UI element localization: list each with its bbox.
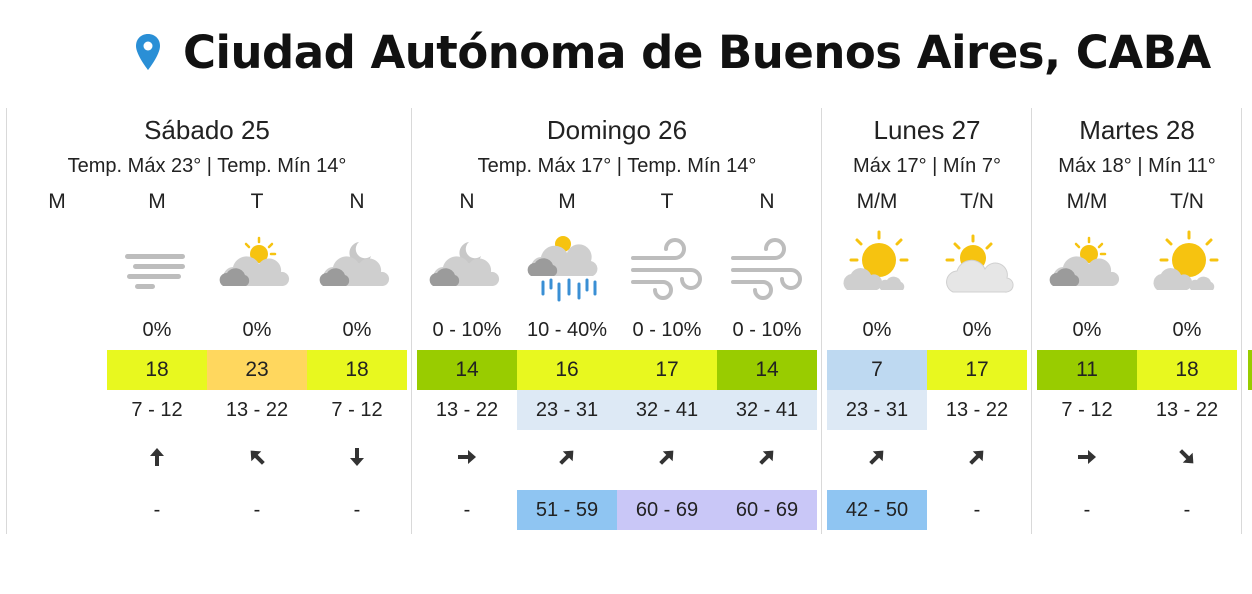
feels-like-temp: 16 (517, 350, 617, 390)
period-label: N (459, 190, 475, 213)
wind-gust: - (1183, 499, 1191, 521)
column-divider (1031, 108, 1032, 534)
east-arrow-icon (1037, 442, 1137, 472)
northeast-arrow-icon (717, 442, 817, 472)
precipitation-probability: 0% (862, 319, 892, 341)
wind-speed: 13 - 22 (225, 399, 289, 421)
period-label: M (558, 190, 576, 213)
period-label: N (759, 190, 775, 213)
wind-icon (717, 224, 817, 312)
map-pin-icon (136, 34, 160, 70)
column-divider (411, 108, 412, 534)
wind-gust: - (1083, 499, 1091, 521)
day-name: Domingo 26 (546, 115, 688, 145)
partly-cloudy-day-icon (207, 224, 307, 312)
wind-speed: 23 - 31 (827, 390, 927, 430)
wind-speed: 13 - 22 (945, 399, 1009, 421)
precipitation-probability: 0% (1172, 319, 1202, 341)
precipitation-probability: 0% (342, 319, 372, 341)
period-label: M/M (1066, 190, 1108, 213)
feels-like-temp: 11 (1037, 350, 1137, 390)
southeast-arrow-icon (1137, 442, 1237, 472)
northwest-arrow-icon (207, 442, 307, 472)
day-name: Lunes 27 (873, 115, 981, 145)
northeast-arrow-icon (927, 442, 1027, 472)
wind-speed: 32 - 41 (617, 390, 717, 430)
precipitation-probability: 0 - 10% (632, 319, 702, 341)
fog-icon (107, 224, 207, 312)
wind-speed: 7 - 12 (331, 399, 383, 421)
precipitation-probability: 10 - 40% (526, 319, 608, 341)
wind-gust: - (253, 499, 261, 521)
feels-like-temp: 17 (927, 350, 1027, 390)
rain-icon (517, 224, 617, 312)
column-divider (821, 108, 822, 534)
wind-gust: 51 - 59 (517, 490, 617, 530)
north-arrow-icon (107, 442, 207, 472)
wind-speed: 7 - 12 (1061, 399, 1113, 421)
wind-gust: - (463, 499, 471, 521)
south-arrow-icon (307, 442, 407, 472)
period-label: M/M (856, 190, 898, 213)
wind-gust: - (973, 499, 981, 521)
feels-like-temp: 18 (107, 350, 207, 390)
cloud-sun-icon (927, 224, 1027, 312)
location-header: Ciudad Autónoma de Buenos Aires, CABA (135, 18, 1211, 86)
partly-cloudy-night-icon (417, 224, 517, 312)
period-label: T (250, 190, 264, 213)
feels-like-temp: 18 (1137, 350, 1237, 390)
wind-gust: 60 - 69 (717, 490, 817, 530)
precipitation-probability: 0 - 10% (432, 319, 502, 341)
day-temps: Temp. Máx 23° | Temp. Mín 14° (67, 155, 347, 177)
forecast-table: Sábado 25 Temp. Máx 23° | Temp. Mín 14° … (0, 108, 1252, 534)
feels-like-temp: 14 (717, 350, 817, 390)
wind-speed: 23 - 31 (517, 390, 617, 430)
period-label: T/N (960, 190, 994, 213)
east-arrow-icon (417, 442, 517, 472)
period-label: T (660, 190, 674, 213)
feels-like-temp: 7 (827, 350, 927, 390)
precipitation-probability: 0% (1072, 319, 1102, 341)
sun-cloud-icon (827, 224, 927, 312)
day-temps: Máx 17° | Mín 7° (853, 155, 1001, 177)
precipitation-probability: 0 - 10% (732, 319, 802, 341)
precipitation-probability: 0% (242, 319, 272, 341)
northeast-arrow-icon (517, 442, 617, 472)
wind-speed: 32 - 41 (717, 390, 817, 430)
precipitation-probability: 0% (142, 319, 172, 341)
partly-cloudy-day-icon (1037, 224, 1137, 312)
precipitation-probability: 0% (962, 319, 992, 341)
wind-speed: 13 - 22 (1155, 399, 1219, 421)
partly-cloudy-night-icon (307, 224, 407, 312)
feels-like-temp: 23 (207, 350, 307, 390)
period-label: M (148, 190, 166, 213)
column-divider (1241, 108, 1242, 534)
day-name: Martes 28 (1079, 115, 1195, 145)
next-day-feels-strip (1248, 350, 1252, 390)
location-name: Ciudad Autónoma de Buenos Aires, CABA (183, 25, 1211, 79)
feels-like-temp: 14 (417, 350, 517, 390)
wind-icon (617, 224, 717, 312)
period-label: T/N (1170, 190, 1204, 213)
day-temps: Temp. Máx 17° | Temp. Mín 14° (477, 155, 757, 177)
northeast-arrow-icon (827, 442, 927, 472)
day-name: Sábado 25 (144, 115, 270, 145)
northeast-arrow-icon (617, 442, 717, 472)
wind-gust: - (153, 499, 161, 521)
day-temps: Máx 18° | Mín 11° (1058, 155, 1216, 177)
feels-like-temp: 17 (617, 350, 717, 390)
feels-like-temp: 18 (307, 350, 407, 390)
column-divider (6, 108, 7, 534)
wind-speed: 7 - 12 (131, 399, 183, 421)
period-label: N (349, 190, 365, 213)
period-label: M (48, 190, 66, 213)
wind-speed: 13 - 22 (435, 399, 499, 421)
wind-gust: - (353, 499, 361, 521)
wind-gust: 60 - 69 (617, 490, 717, 530)
sun-cloud-icon (1137, 224, 1237, 312)
wind-gust: 42 - 50 (827, 490, 927, 530)
